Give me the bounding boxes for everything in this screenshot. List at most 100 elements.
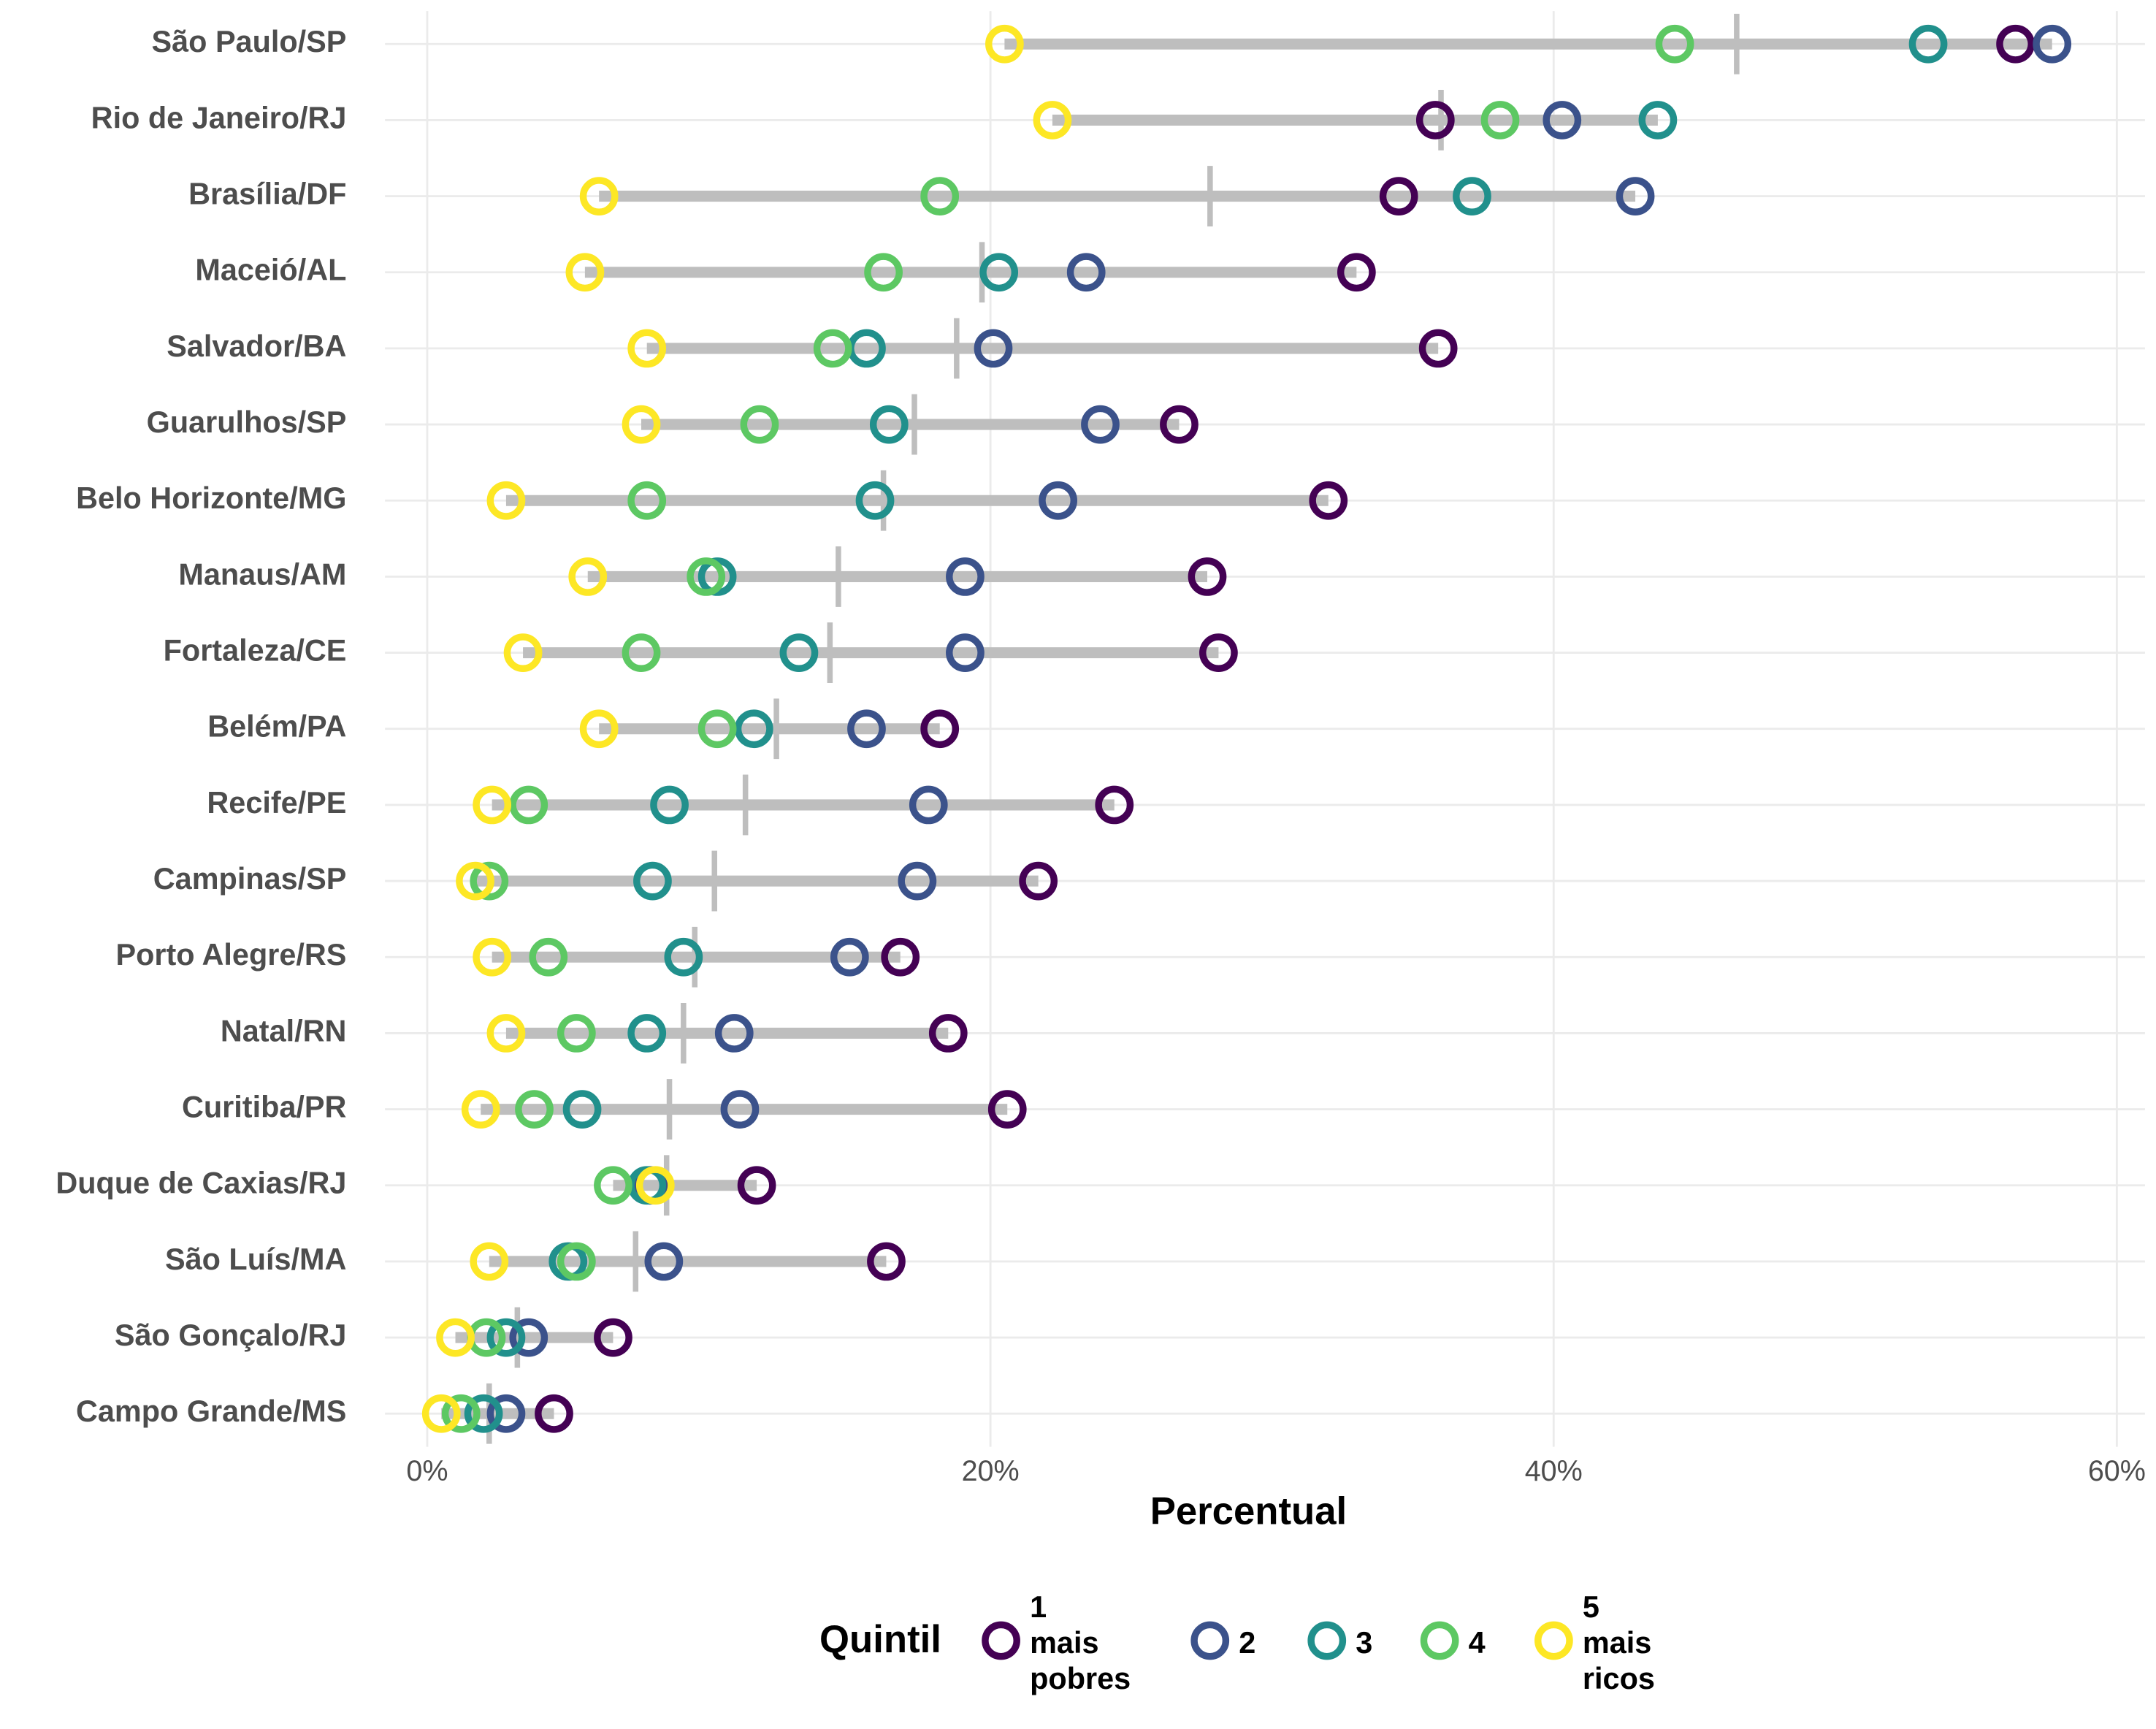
point: [1379, 177, 1418, 215]
y-tick-label: Campo Grande/MS: [76, 1394, 346, 1428]
point: [557, 1014, 596, 1053]
y-tick-label: São Gonçalo/RJ: [115, 1318, 347, 1352]
point: [594, 1318, 632, 1357]
point: [441, 1394, 481, 1433]
point: [470, 1242, 509, 1281]
legend-title: Quintil: [819, 1618, 941, 1661]
point: [985, 24, 1024, 64]
point: [855, 481, 895, 520]
y-tick-label: Rio de Janeiro/RJ: [91, 101, 347, 134]
point: [622, 633, 661, 672]
point: [946, 557, 985, 596]
point: [664, 937, 703, 977]
point: [421, 1394, 461, 1433]
point: [697, 709, 737, 749]
point: [1066, 253, 1106, 292]
x-tick-label: 0%: [406, 1455, 448, 1487]
point: [714, 1014, 754, 1053]
point: [928, 1014, 968, 1053]
point: [1188, 557, 1227, 596]
legend-marker: [1307, 1621, 1347, 1660]
y-tick-label: Porto Alegre/RS: [115, 938, 346, 972]
legend-label: 1 mais pobres: [1030, 1589, 1131, 1696]
point: [503, 633, 543, 672]
y-tick-label: Belo Horizonte/MG: [76, 481, 346, 515]
point: [461, 1090, 500, 1129]
point: [2033, 24, 2072, 64]
x-tick-label: 60%: [2088, 1455, 2146, 1487]
y-tick-label: Salvador/BA: [167, 329, 346, 363]
point: [1543, 101, 1582, 140]
point: [779, 633, 819, 672]
point: [579, 177, 619, 215]
point: [867, 1242, 906, 1281]
point: [650, 785, 689, 825]
point: [594, 1166, 632, 1205]
y-tick-label: São Luís/MA: [165, 1243, 346, 1276]
point: [740, 405, 779, 444]
point: [579, 709, 619, 749]
point: [1480, 101, 1520, 140]
point: [1908, 24, 1948, 64]
point: [1309, 481, 1348, 520]
point: [720, 1090, 760, 1129]
point: [1337, 253, 1376, 292]
point: [509, 1318, 548, 1357]
point: [486, 1394, 526, 1433]
y-tick-label: São Paulo/SP: [152, 25, 347, 58]
point: [1453, 177, 1491, 215]
point: [1199, 633, 1238, 672]
point: [898, 861, 937, 901]
point: [734, 709, 773, 749]
point: [869, 405, 909, 444]
point: [486, 1318, 526, 1357]
legend-marker: [1420, 1621, 1459, 1660]
point: [1638, 101, 1678, 140]
legend-marker: [1534, 1621, 1573, 1660]
point: [486, 481, 526, 520]
y-tick-label: Campinas/SP: [153, 862, 347, 896]
point: [557, 1242, 596, 1281]
point: [568, 557, 608, 596]
y-tick-label: Natal/RN: [221, 1014, 347, 1047]
point: [1039, 481, 1078, 520]
point: [635, 1166, 675, 1205]
point: [813, 329, 852, 368]
point: [1160, 405, 1199, 444]
point: [697, 557, 737, 596]
x-axis-label: Percentual: [1150, 1490, 1348, 1533]
point: [1996, 24, 2035, 64]
point: [1095, 785, 1134, 825]
legend-marker: [982, 1621, 1020, 1660]
point: [622, 405, 661, 444]
point: [565, 253, 605, 292]
legend-item: 5 mais ricos: [1582, 1589, 1655, 1696]
point: [847, 709, 886, 749]
point: [1418, 329, 1458, 368]
point: [1081, 405, 1120, 444]
point: [644, 1242, 684, 1281]
legend-item: 2: [1239, 1625, 1255, 1660]
point: [529, 937, 568, 977]
point: [881, 937, 920, 977]
point: [473, 937, 512, 977]
legend-item: 3: [1356, 1625, 1373, 1660]
point: [633, 861, 672, 901]
point: [456, 861, 494, 901]
point: [830, 937, 869, 977]
y-tick-label: Recife/PE: [207, 786, 346, 820]
legend-item: 1 mais pobres: [1030, 1589, 1131, 1696]
point: [1616, 177, 1655, 215]
x-tick-label: 20%: [962, 1455, 1020, 1487]
point: [687, 557, 726, 596]
y-tick-label: Guarulhos/SP: [147, 405, 347, 439]
point: [627, 481, 667, 520]
point: [473, 785, 512, 825]
point: [920, 177, 960, 215]
legend-marker: [1190, 1621, 1230, 1660]
y-tick-label: Manaus/AM: [178, 557, 346, 591]
legend-label: 5 mais ricos: [1582, 1589, 1655, 1696]
point: [987, 1090, 1027, 1129]
point: [436, 1318, 475, 1357]
legend-label: 3: [1356, 1625, 1373, 1660]
